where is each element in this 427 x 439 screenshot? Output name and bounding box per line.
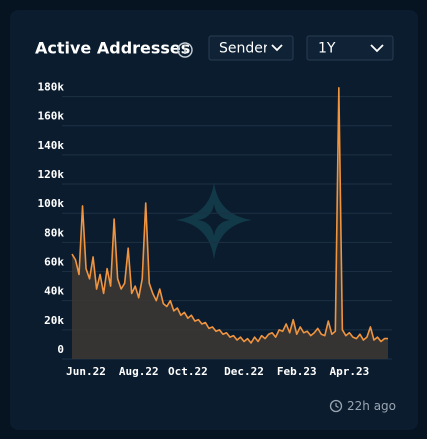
x-tick-label: Apr.23	[330, 365, 370, 378]
x-tick-label: Jun.22	[66, 365, 106, 378]
x-tick-label: Feb.23	[277, 365, 317, 378]
range-dropdown[interactable]: 1Y	[306, 35, 394, 61]
updated-info: 22h ago	[329, 399, 396, 413]
area	[72, 87, 388, 359]
y-tick-label: 160k	[38, 110, 65, 123]
watermark	[176, 182, 252, 260]
y-tick-label: 0	[57, 343, 64, 356]
metric-dropdown[interactable]: Sender	[208, 35, 294, 61]
y-tick-label: 140k	[38, 139, 65, 152]
x-tick-label: Aug.22	[119, 365, 159, 378]
y-tick-label: 180k	[38, 81, 65, 94]
y-tick-label: 100k	[38, 197, 65, 210]
y-tick-label: 80k	[44, 226, 64, 239]
y-tick-label: 40k	[44, 285, 64, 298]
y-tick-label: 120k	[38, 168, 65, 181]
line	[71, 87, 388, 344]
x-tick-label: Oct.22	[168, 365, 208, 378]
plot: 0 20k 40k 60k 80k 100k 120k 140k 160k 180k Jun.22 A…	[38, 81, 392, 378]
updated-time: 22h ago	[347, 399, 396, 413]
x-tick-label: Dec.22	[224, 365, 264, 378]
dropdown-label: 1Y	[318, 41, 336, 57]
y-tick-label: 20k	[44, 314, 64, 327]
info-icon[interactable]	[177, 42, 193, 58]
y-tick-label: 60k	[44, 256, 64, 269]
dropdown-label: Sender	[219, 41, 269, 57]
chart-title: Active Addresses	[35, 39, 190, 58]
